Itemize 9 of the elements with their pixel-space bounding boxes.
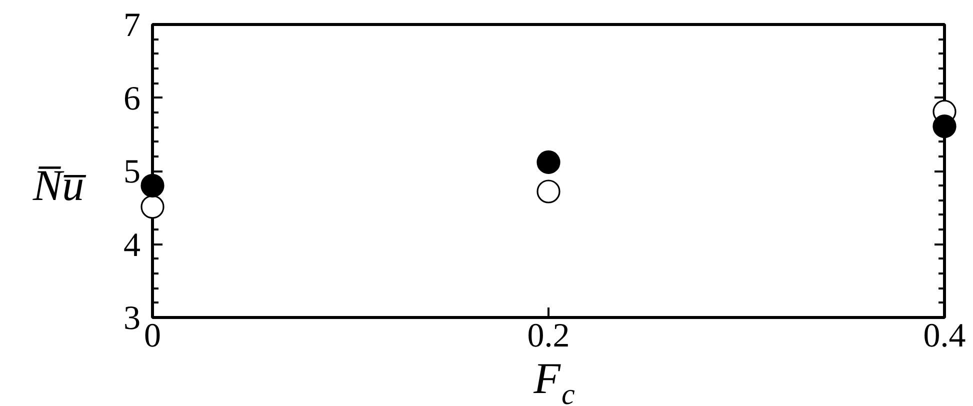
y-tick-label: 7 — [124, 7, 140, 44]
y-tick-label: 4 — [124, 226, 140, 264]
x-tick-label: 0.4 — [923, 318, 966, 354]
y-tick-label: 6 — [124, 80, 140, 118]
y-axis-title: N̅u̅ — [32, 161, 87, 210]
x-tick-label: 0.2 — [527, 318, 570, 354]
y-tick-label: 5 — [124, 154, 140, 190]
y-tick-label: 3 — [124, 300, 140, 337]
x-tick-label: 0 — [144, 318, 161, 354]
